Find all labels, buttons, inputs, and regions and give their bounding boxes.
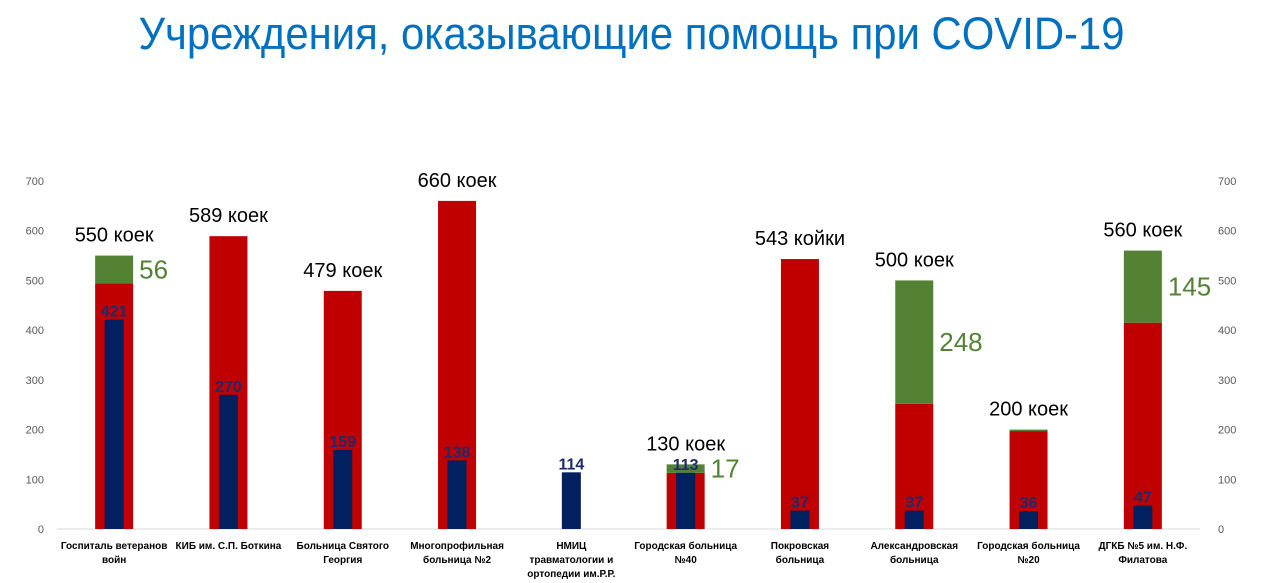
bar-green [95,255,134,284]
category-label: войн [102,555,126,566]
inner-value-label: 37 [905,495,923,512]
capacity-label: 550 коек [75,225,154,247]
category-label: Госпиталь ветеранов [61,541,168,552]
bar-navy [1019,511,1039,529]
inner-value-label: 113 [673,457,699,474]
capacity-label: 479 коек [303,260,382,282]
capacity-label: 500 коек [875,249,954,271]
bar-navy [904,510,924,529]
bar-red [895,403,934,529]
inner-value-label: 114 [558,456,584,473]
inner-value-label: 421 [101,304,128,321]
capacity-label: 543 койки [755,228,845,250]
capacity-label: 589 коек [189,205,268,227]
capacity-label: 660 коек [418,170,497,192]
bar-navy [790,510,810,529]
category-label: больница [890,554,939,566]
bar-green [895,280,934,404]
capacity-label: 200 коек [989,399,1068,421]
category-label: Больница Святого [297,541,389,552]
category-label: Александровская [870,541,958,552]
green-value-label: 248 [939,327,982,357]
y-tick-left: 400 [26,325,44,337]
category-label: №20 [1017,555,1040,566]
bar-navy [1133,505,1153,529]
y-tick-right: 500 [1218,275,1236,287]
category-label: Городская больница [977,540,1080,552]
inner-value-label: 37 [791,495,809,512]
y-tick-right: 200 [1218,425,1236,437]
category-label: ортопедии им.Р.Р. [527,569,615,580]
category-label: больница [776,554,825,566]
bar-navy [218,394,238,529]
category-label: КИБ им. С.П. Боткина [176,541,282,552]
y-tick-right: 400 [1218,325,1236,337]
y-tick-left: 100 [26,474,44,486]
y-tick-right: 0 [1218,524,1224,536]
capacity-label: 560 коек [1103,220,1182,242]
category-label: НМИЦ [556,541,587,552]
category-label: Многопрофильная [410,540,504,552]
green-value-label: 17 [711,454,740,484]
category-label: Георгия [323,555,362,566]
bar-green [1009,429,1048,432]
category-label: Городская больница [634,540,737,552]
y-tick-left: 500 [26,275,44,287]
bar-navy [561,472,581,529]
inner-value-label: 36 [1020,495,1038,512]
category-label: Покровская [771,541,830,552]
bar-green [666,464,705,473]
y-tick-right: 300 [1218,375,1236,387]
y-tick-left: 600 [26,226,44,238]
green-value-label: 145 [1168,272,1211,302]
green-value-label: 56 [139,254,168,284]
y-tick-right: 100 [1218,474,1236,486]
category-label: травматологии и [529,555,613,566]
category-label: больница №2 [423,554,491,566]
inner-value-label: 159 [329,434,356,451]
category-label: Филатова [1118,555,1167,566]
capacity-label: 130 коек [646,433,725,455]
y-tick-left: 200 [26,425,44,437]
bar-navy [104,319,124,529]
category-label: ДГКБ №5 им. Н.Ф. [1098,541,1187,552]
y-tick-left: 0 [38,524,44,536]
inner-value-label: 47 [1134,490,1152,507]
y-tick-right: 600 [1218,226,1236,238]
bar-navy [333,449,353,529]
page-title: Учреждения, оказывающие помощь при COVID… [138,8,1125,59]
bar-navy [676,472,696,529]
bar-red [780,259,819,529]
bar-green [1123,250,1162,323]
bar-red [1123,322,1162,529]
y-tick-left: 300 [26,375,44,387]
category-label: №40 [675,555,698,566]
inner-value-label: 138 [444,444,471,461]
inner-value-label: 270 [215,379,242,396]
bar-navy [447,460,467,529]
y-tick-left: 700 [26,176,44,188]
y-tick-right: 700 [1218,176,1236,188]
